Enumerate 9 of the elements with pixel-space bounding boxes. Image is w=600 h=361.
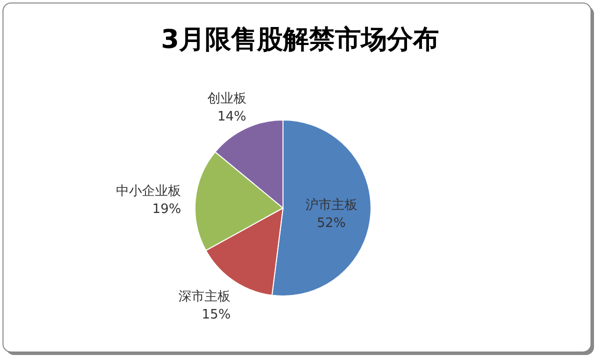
slice-label: 创业板 [207, 91, 246, 106]
chart-title: 3月限售股解禁市场分布 [160, 25, 440, 55]
data-label: 15% [202, 308, 231, 323]
data-label: 19% [152, 202, 182, 218]
data-label: 52% [316, 216, 346, 232]
slice-label: 深市主板 [178, 288, 231, 305]
data-label: 14% [217, 109, 246, 124]
slice-label: 中小企业板 [116, 184, 182, 200]
slice-label: 沪市主板 [305, 197, 358, 214]
